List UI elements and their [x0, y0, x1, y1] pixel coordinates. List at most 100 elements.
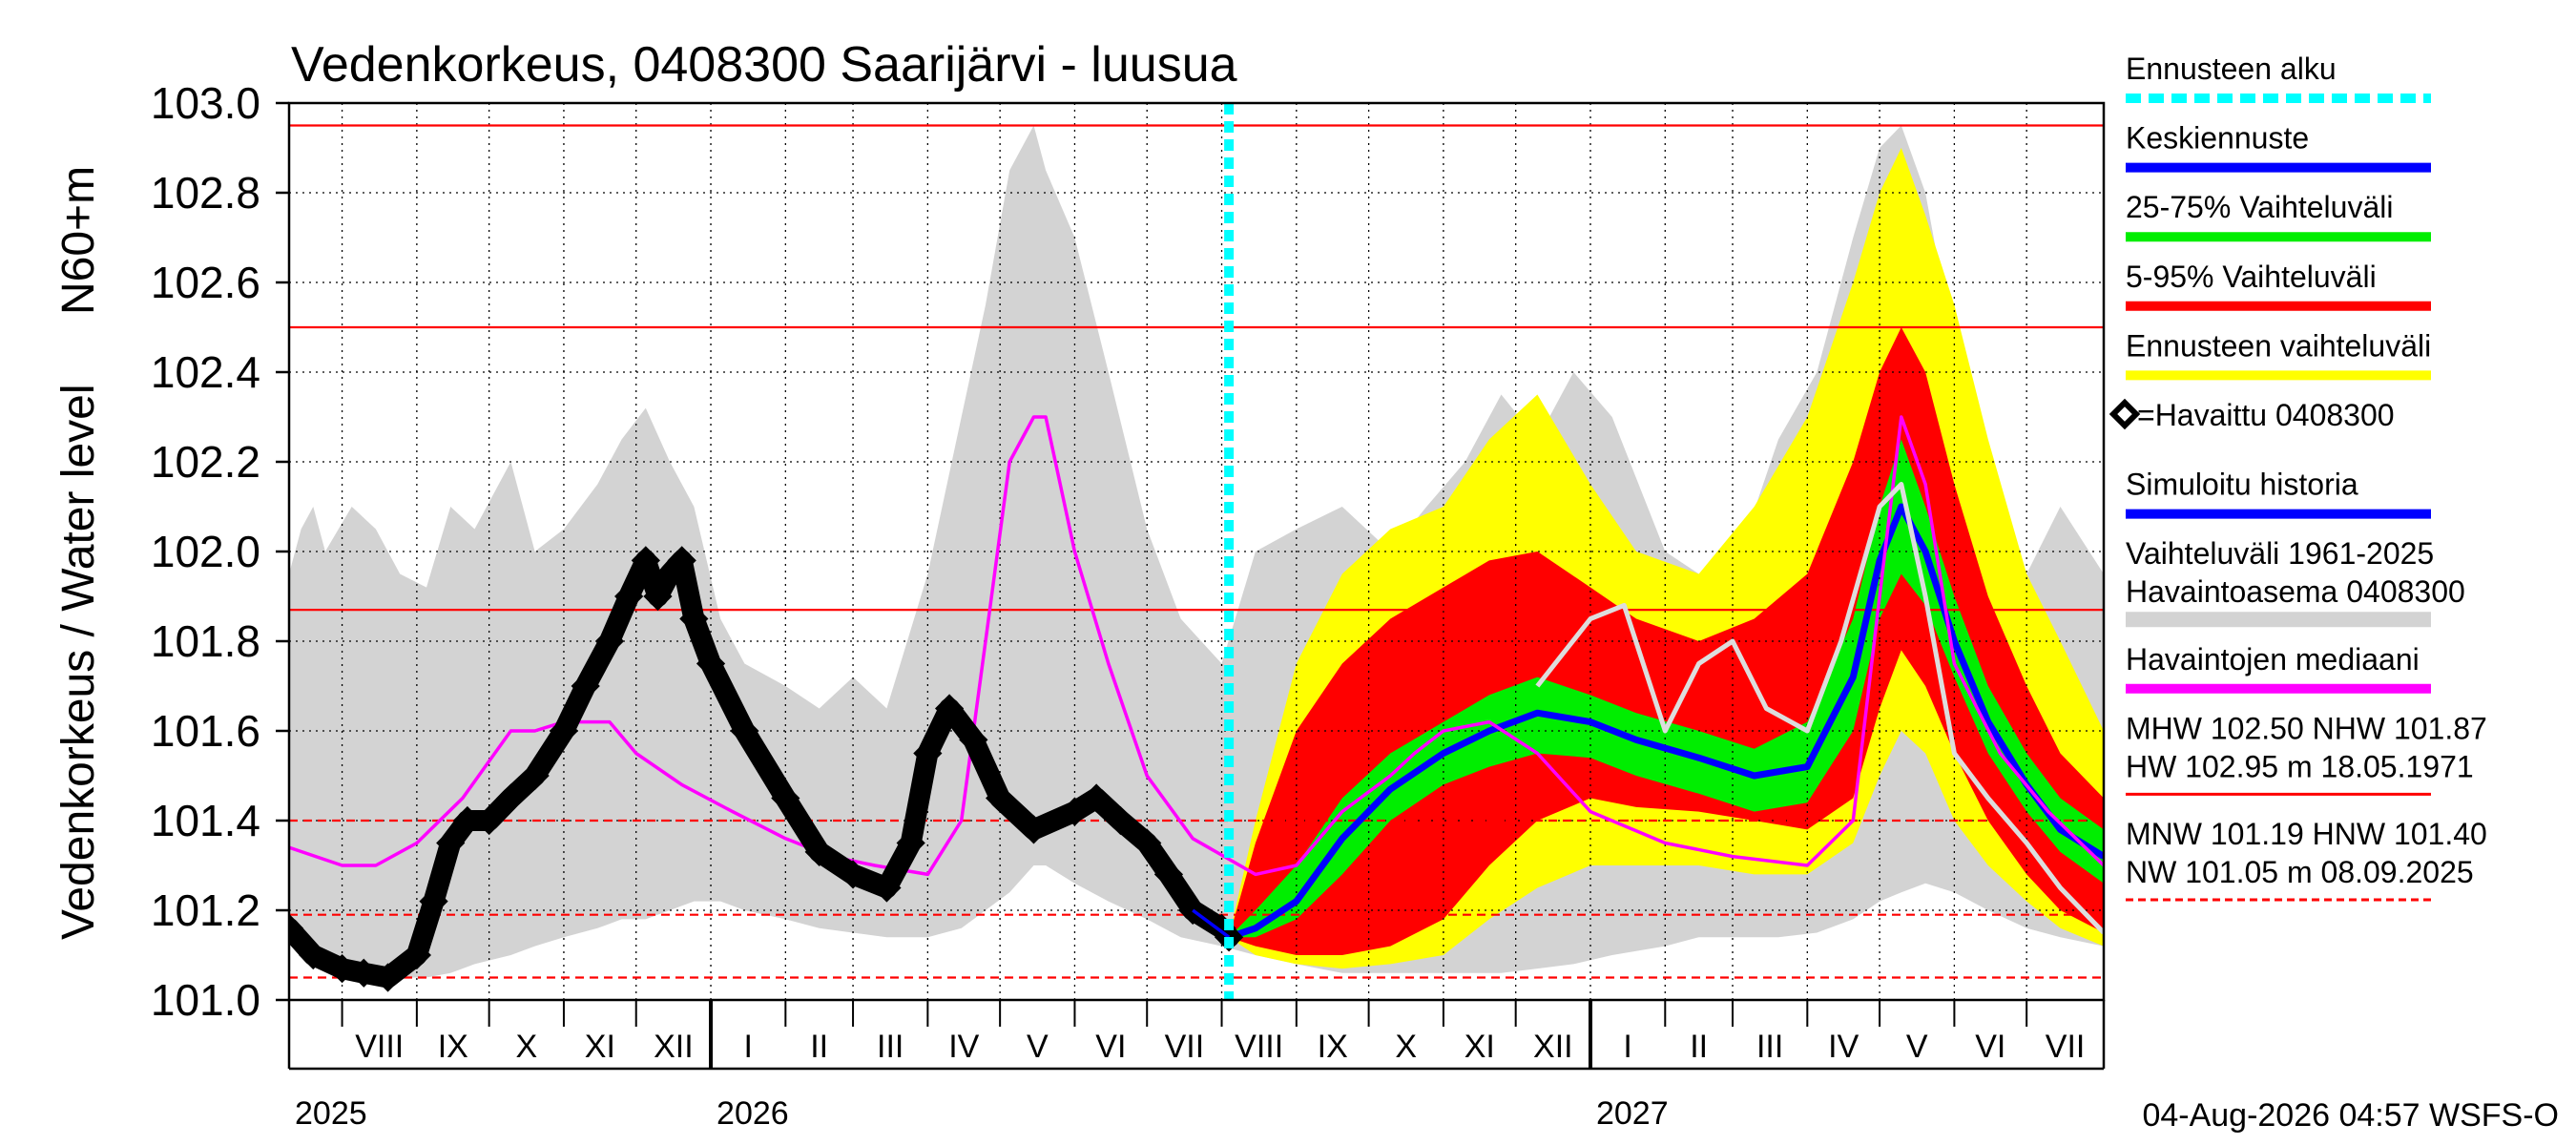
observed-point: [913, 739, 943, 768]
observed-point: [771, 783, 800, 813]
y-tick-label: 103.0: [151, 78, 260, 128]
y-axis-unit: N60+m: [53, 166, 104, 315]
observed-point: [1060, 797, 1090, 826]
month-label: II: [1690, 1029, 1708, 1065]
observed-point: [549, 716, 579, 746]
observed-point: [594, 626, 625, 656]
observed-point: [373, 963, 403, 992]
line-2026: [1535, 482, 2104, 935]
legend-item-mhw-102-50-nhw-101-87: MHW 102.50 NHW 101.87 HW 102.95 m 18.05.1…: [2126, 711, 2487, 796]
observed-point: [289, 913, 304, 943]
y-tick-label: 102.6: [151, 258, 260, 307]
observed-point: [452, 805, 483, 836]
month-label: XI: [1465, 1029, 1495, 1065]
legend-marker: [2109, 398, 2141, 430]
footer-timestamp: 04-Aug-2026 04:57 WSFS-O: [2142, 1097, 2559, 1134]
month-label: III: [1756, 1029, 1783, 1065]
observed-point: [474, 805, 504, 836]
legend-label: Ennusteen vaihteluväli: [2126, 328, 2431, 363]
series-lines: [289, 103, 2104, 1000]
y-tick-label: 102.2: [151, 437, 260, 487]
month-label: XI: [585, 1029, 615, 1065]
observed-point: [643, 581, 673, 612]
observed-point: [838, 860, 868, 889]
month-label: VII: [1165, 1029, 1205, 1065]
observed-point: [496, 783, 526, 813]
legend-item-mnw-101-19-hnw-101-40: MNW 101.19 HNW 101.40 NW 101.05 m 08.09.2…: [2126, 817, 2487, 902]
month-label: X: [1395, 1029, 1417, 1065]
y-tick-label: 102.0: [151, 527, 260, 576]
legend-item-havaittu-0408300: =Havaittu 0408300: [2109, 398, 2395, 432]
legend-item-5-95-vaihteluv-li: 5-95% Vaihteluväli: [2126, 260, 2431, 311]
observed-point: [872, 873, 902, 903]
observed-point: [419, 886, 448, 916]
month-label: II: [810, 1029, 828, 1065]
month-label: III: [877, 1029, 904, 1065]
y-tick-label: 101.6: [151, 706, 260, 756]
observed-point: [959, 725, 988, 755]
month-label: IX: [438, 1029, 468, 1065]
observed-point: [1106, 805, 1135, 836]
month-label: VIII: [355, 1029, 404, 1065]
observed-point: [730, 716, 759, 746]
legend-label: 25-75% Vaihteluväli: [2126, 190, 2393, 224]
legend-label: Havaintojen mediaani: [2126, 642, 2420, 677]
axis-labels: 103.0 102.8 102.6 102.4 102.2 102.0 101.8 101.6…: [151, 78, 2085, 1132]
y-tick-label: 102.4: [151, 347, 260, 397]
month-label: I: [1623, 1029, 1631, 1065]
legend-item-keskiennuste: Keskiennuste: [2126, 121, 2431, 173]
month-label: V: [1906, 1029, 1928, 1065]
month-label: X: [515, 1029, 537, 1065]
observed-point: [679, 604, 709, 634]
line-keskiennuste: [1227, 503, 2104, 941]
observed-point: [571, 671, 600, 701]
month-label: VI: [1095, 1029, 1126, 1065]
year-label: 2025: [295, 1095, 367, 1132]
legend-label-2: Havaintoasema 0408300: [2126, 574, 2465, 609]
bands-layer: [289, 125, 2104, 978]
legend: Ennusteen alku Keskiennuste 25-75% Vaihtel…: [2109, 52, 2487, 902]
observed-point: [614, 581, 644, 612]
legend-item-25-75-vaihteluv-li: 25-75% Vaihteluväli: [2126, 190, 2431, 242]
observed-point: [299, 940, 328, 970]
observed-point: [1153, 860, 1184, 889]
y-tick-label: 101.4: [151, 796, 260, 845]
legend-label-2: NW 101.05 m 08.09.2025: [2126, 855, 2474, 889]
observed-point: [1132, 828, 1162, 858]
chart-title: Vedenkorkeus, 0408300 Saarijärvi - luusu…: [291, 37, 1237, 93]
axes-frame: [276, 101, 2106, 1071]
y-tick-label: 101.2: [151, 885, 260, 935]
y-tick-label: 102.8: [151, 168, 260, 218]
legend-item-ennusteen-alku: Ennusteen alku: [2126, 52, 2431, 103]
observed-point: [986, 783, 1015, 813]
legend-label: Vaihteluväli 1961-2025: [2126, 536, 2434, 571]
observed-point: [349, 958, 379, 988]
observed-point: [436, 828, 466, 858]
observed-point: [327, 953, 357, 984]
legend-label: Keskiennuste: [2126, 121, 2309, 156]
legend-label: 5-95% Vaihteluväli: [2126, 260, 2377, 294]
observed-point: [896, 828, 925, 858]
observed-point: [402, 940, 431, 970]
y-tick-label: 101.0: [151, 975, 260, 1025]
legend-label: =Havaittu 0408300: [2137, 398, 2395, 432]
observed-point: [804, 837, 834, 867]
legend-item-simuloitu-historia: Simuloitu historia: [2126, 468, 2431, 519]
observed-point: [1019, 815, 1049, 844]
y-tick-label: 101.8: [151, 616, 260, 666]
observed-point: [667, 546, 696, 575]
month-label: VIII: [1235, 1029, 1283, 1065]
month-label: XII: [654, 1029, 694, 1065]
legend-item-havaintojen-mediaani: Havaintojen mediaani: [2126, 642, 2431, 694]
observed-point: [934, 694, 965, 723]
observed-point: [520, 760, 550, 791]
legend-label: Simuloitu historia: [2126, 468, 2358, 502]
month-label: VII: [2046, 1029, 2086, 1065]
y-axis-label: Vedenkorkeus / Water level: [53, 384, 104, 940]
month-label: I: [743, 1029, 752, 1065]
month-label: V: [1027, 1029, 1049, 1065]
observed-point: [1082, 783, 1111, 813]
observed-point: [631, 546, 660, 575]
